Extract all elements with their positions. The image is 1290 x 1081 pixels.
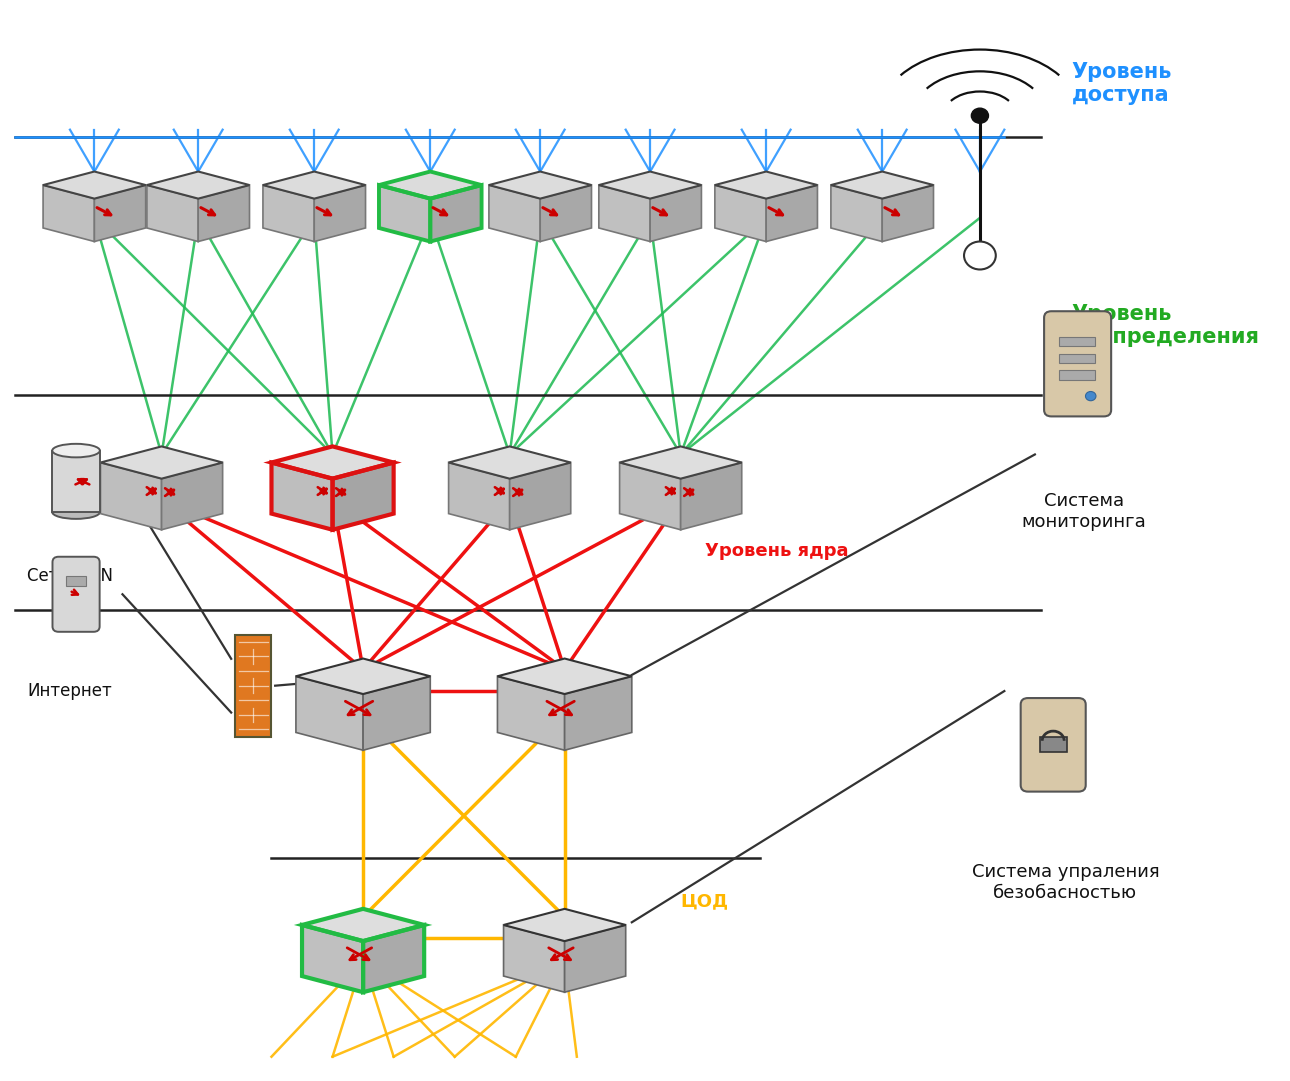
Polygon shape — [831, 172, 934, 199]
Polygon shape — [449, 446, 570, 479]
Polygon shape — [565, 677, 632, 750]
Text: Уровень
распределения: Уровень распределения — [1072, 304, 1259, 347]
Polygon shape — [650, 185, 702, 241]
Polygon shape — [599, 185, 650, 241]
Polygon shape — [379, 185, 431, 241]
Polygon shape — [295, 677, 362, 750]
Polygon shape — [766, 185, 818, 241]
Polygon shape — [295, 658, 431, 694]
FancyBboxPatch shape — [66, 576, 86, 586]
Ellipse shape — [53, 505, 99, 519]
Polygon shape — [43, 172, 146, 199]
Polygon shape — [263, 172, 365, 199]
FancyBboxPatch shape — [1059, 337, 1095, 346]
FancyBboxPatch shape — [1059, 353, 1095, 363]
Polygon shape — [147, 172, 249, 199]
FancyBboxPatch shape — [1040, 736, 1067, 752]
Polygon shape — [882, 185, 934, 241]
Polygon shape — [599, 172, 702, 199]
Text: ЦОД: ЦОД — [681, 892, 729, 910]
Polygon shape — [565, 925, 626, 992]
Polygon shape — [619, 446, 742, 479]
Polygon shape — [263, 185, 315, 241]
Circle shape — [971, 108, 988, 123]
Polygon shape — [715, 172, 818, 199]
Circle shape — [1085, 391, 1096, 401]
Polygon shape — [510, 463, 570, 530]
Polygon shape — [362, 677, 431, 750]
FancyBboxPatch shape — [53, 451, 99, 512]
FancyBboxPatch shape — [53, 557, 99, 631]
Polygon shape — [147, 185, 199, 241]
Polygon shape — [271, 446, 393, 479]
Text: Система
мониторинга: Система мониторинга — [1022, 492, 1146, 531]
Polygon shape — [199, 185, 249, 241]
Polygon shape — [431, 185, 481, 241]
Text: Сеть WAN: Сеть WAN — [27, 568, 114, 586]
Circle shape — [964, 241, 996, 269]
Polygon shape — [503, 909, 626, 942]
Polygon shape — [333, 463, 393, 530]
Polygon shape — [43, 185, 94, 241]
FancyBboxPatch shape — [1059, 370, 1095, 379]
Polygon shape — [503, 925, 565, 992]
Polygon shape — [715, 185, 766, 241]
FancyBboxPatch shape — [1044, 311, 1111, 416]
Polygon shape — [101, 463, 161, 530]
Polygon shape — [362, 925, 424, 992]
Polygon shape — [681, 463, 742, 530]
Polygon shape — [541, 185, 592, 241]
Text: Интернет: Интернет — [27, 682, 112, 700]
Polygon shape — [498, 677, 565, 750]
Polygon shape — [449, 463, 510, 530]
Text: Уровень
доступа: Уровень доступа — [1072, 62, 1171, 105]
Text: Уровень ядра: Уровень ядра — [706, 543, 849, 560]
Polygon shape — [94, 185, 146, 241]
Polygon shape — [831, 185, 882, 241]
FancyBboxPatch shape — [1020, 698, 1086, 791]
Polygon shape — [379, 172, 481, 199]
Polygon shape — [619, 463, 681, 530]
Polygon shape — [498, 658, 632, 694]
Polygon shape — [302, 909, 424, 942]
Polygon shape — [489, 185, 541, 241]
Ellipse shape — [53, 444, 99, 457]
Polygon shape — [315, 185, 365, 241]
Polygon shape — [489, 172, 592, 199]
Polygon shape — [161, 463, 223, 530]
Polygon shape — [101, 446, 223, 479]
FancyBboxPatch shape — [235, 635, 271, 737]
Text: Система упраления
безобасностью: Система упраления безобасностью — [971, 863, 1160, 902]
Polygon shape — [302, 925, 362, 992]
Polygon shape — [271, 463, 333, 530]
